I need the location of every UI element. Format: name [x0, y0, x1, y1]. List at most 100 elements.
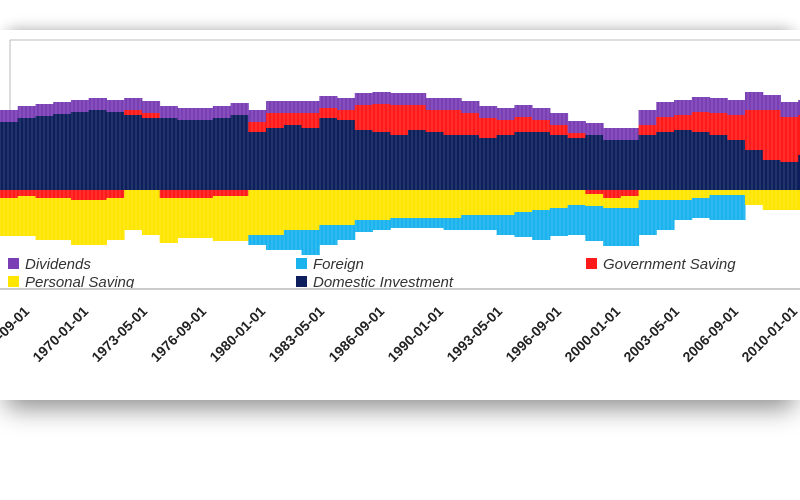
- bar-dividends: [620, 128, 640, 140]
- bar-dividends: [53, 102, 72, 114]
- bar-personal-saving: [88, 200, 107, 245]
- bar-personal-saving: [514, 190, 533, 212]
- bar-government-saving: [354, 105, 374, 130]
- bar-personal-saving: [567, 190, 586, 205]
- bar-personal-saving: [656, 190, 675, 200]
- bar-dividends: [567, 121, 586, 133]
- x-tick-label: 1966-09-01: [0, 303, 33, 365]
- bar-dividends: [674, 100, 693, 115]
- bar-dividends: [230, 103, 249, 115]
- bar-dividends: [585, 123, 604, 135]
- bar-dividends: [266, 101, 285, 113]
- x-tick-label: 2006-09-01: [679, 303, 742, 365]
- bar-foreign: [461, 215, 480, 230]
- bar-domestic-investment: [567, 138, 586, 190]
- bar-personal-saving: [319, 190, 338, 225]
- bar-foreign: [727, 195, 746, 220]
- bar-domestic-investment: [461, 135, 480, 190]
- bar-domestic-investment: [478, 138, 498, 190]
- x-tick-label: 1976-09-01: [147, 303, 210, 365]
- x-tick-label: 1973-05-01: [88, 303, 151, 365]
- bar-personal-saving: [106, 198, 125, 240]
- bar-domestic-investment: [762, 160, 781, 190]
- x-tick-label: 1986-09-01: [324, 303, 387, 365]
- x-tick-label: 1993-05-01: [443, 303, 505, 365]
- bar-domestic-investment: [53, 114, 72, 190]
- legend-foreign: Foreign: [296, 256, 364, 273]
- x-tick-label: 1970-01-01: [29, 303, 92, 365]
- bar-dividends: [478, 106, 498, 118]
- bar-government-saving: [620, 190, 640, 196]
- bar-foreign: [478, 215, 498, 230]
- bar-domestic-investment: [195, 120, 214, 190]
- bar-government-saving: [0, 190, 19, 198]
- bar-domestic-investment: [745, 150, 764, 190]
- bar-government-saving: [461, 113, 480, 135]
- bar-personal-saving: [798, 190, 800, 210]
- bar-personal-saving: [443, 190, 462, 218]
- legend-swatch: [296, 276, 307, 287]
- bar-personal-saving: [124, 190, 143, 230]
- bar-foreign: [656, 200, 675, 230]
- legend-personal-saving: Personal Saving: [8, 274, 134, 291]
- bar-government-saving: [727, 115, 746, 140]
- bar-government-saving: [212, 190, 232, 196]
- bar-dividends: [141, 101, 161, 113]
- bar-government-saving: [35, 190, 54, 198]
- legend-swatch: [8, 258, 19, 269]
- x-tick-label: 2010-01-01: [738, 303, 800, 365]
- bar-foreign: [266, 235, 285, 250]
- bar-dividends: [0, 110, 19, 122]
- bar-dividends: [407, 93, 427, 105]
- x-tick-label: 2000-01-01: [561, 303, 624, 365]
- bar-domestic-investment: [70, 112, 90, 190]
- bar-dividends: [496, 108, 515, 120]
- bar-domestic-investment: [177, 120, 196, 190]
- bar-government-saving: [638, 125, 657, 135]
- bar-dividends: [798, 100, 800, 115]
- bar-foreign: [620, 208, 640, 246]
- legend-dividends: Dividends: [8, 256, 91, 273]
- chart-card: Dividends Foreign Government Saving Pers…: [0, 30, 800, 400]
- bar-dividends: [301, 101, 320, 113]
- bar-government-saving: [195, 190, 214, 198]
- bar-domestic-investment: [514, 132, 533, 190]
- bar-dividends: [88, 98, 107, 110]
- bar-domestic-investment: [709, 135, 728, 190]
- bar-government-saving: [177, 190, 196, 198]
- bar-domestic-investment: [674, 130, 693, 190]
- bar-domestic-investment: [585, 135, 604, 190]
- bar-foreign: [301, 230, 320, 255]
- bar-personal-saving: [585, 194, 604, 206]
- bar-domestic-investment: [390, 135, 409, 190]
- bar-domestic-investment: [248, 132, 267, 190]
- bar-government-saving: [319, 108, 338, 118]
- bar-dividends: [638, 110, 657, 125]
- bar-personal-saving: [354, 190, 374, 220]
- bar-personal-saving: [212, 196, 232, 241]
- bar-government-saving: [407, 105, 427, 130]
- bar-dividends: [177, 108, 196, 120]
- bar-dividends: [248, 110, 267, 122]
- bar-personal-saving: [425, 190, 444, 218]
- bar-dividends: [106, 100, 125, 112]
- bar-foreign: [585, 206, 604, 241]
- bar-domestic-investment: [230, 115, 249, 190]
- bar-dividends: [195, 108, 214, 120]
- bar-government-saving: [443, 110, 462, 135]
- x-axis-ticks: 1963-05-011966-09-011970-01-011973-05-01…: [0, 295, 800, 395]
- legend-divider: [0, 288, 800, 290]
- bar-domestic-investment: [407, 130, 427, 190]
- bar-government-saving: [603, 190, 622, 198]
- bar-government-saving: [301, 113, 320, 128]
- bar-dividends: [443, 98, 462, 110]
- bar-dividends: [425, 98, 444, 110]
- bar-foreign: [443, 218, 462, 230]
- bar-government-saving: [567, 133, 586, 138]
- bar-domestic-investment: [0, 122, 19, 190]
- bar-domestic-investment: [798, 155, 800, 190]
- bar-government-saving: [266, 113, 285, 128]
- bar-personal-saving: [35, 198, 54, 240]
- bar-dividends: [124, 98, 143, 110]
- bar-domestic-investment: [319, 118, 338, 190]
